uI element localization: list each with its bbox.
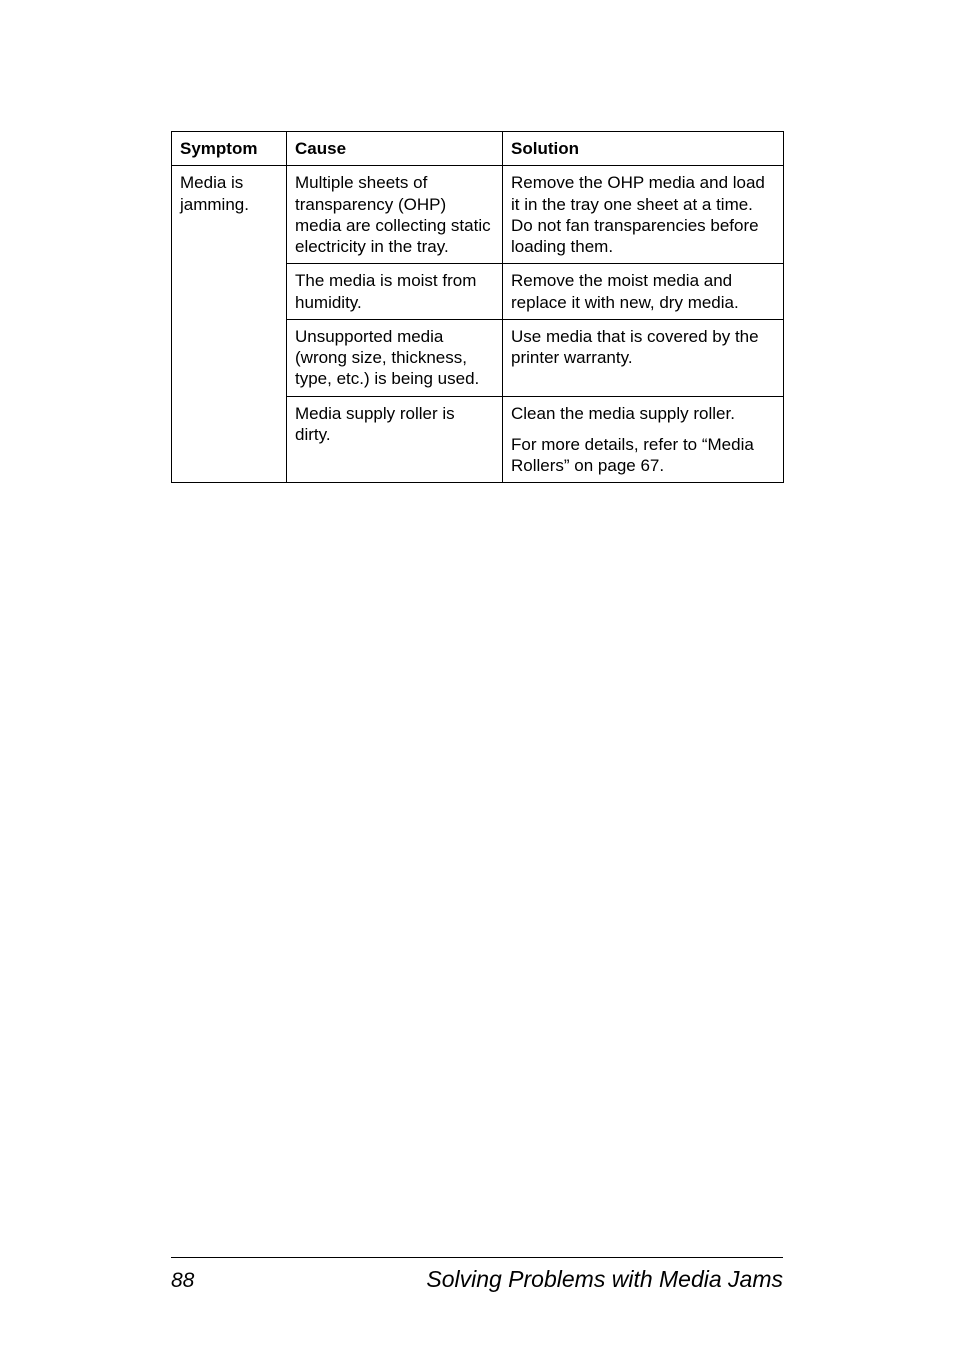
spacer: [511, 424, 775, 434]
table-header-row: Symptom Cause Solution: [172, 132, 784, 166]
col-header-cause: Cause: [287, 132, 503, 166]
cell-cause: The media is moist from humidity.: [287, 264, 503, 320]
cell-symptom: Media is jamming.: [172, 166, 287, 483]
table-row: Media is jamming. Multiple sheets of tra…: [172, 166, 784, 264]
page: Symptom Cause Solution Media is jamming.…: [0, 0, 954, 1351]
cell-cause: Multiple sheets of transparency (OHP) me…: [287, 166, 503, 264]
solution-line: For more details, refer to “Media Roller…: [511, 434, 775, 477]
cell-solution: Remove the OHP media and load it in the …: [503, 166, 784, 264]
cell-cause: Media supply roller is dirty.: [287, 396, 503, 483]
page-number: 88: [171, 1269, 194, 1293]
solution-line: Clean the media supply roller.: [511, 403, 775, 424]
cell-cause: Unsupported media (wrong size, thickness…: [287, 319, 503, 396]
cell-solution: Remove the moist media and replace it wi…: [503, 264, 784, 320]
troubleshoot-table: Symptom Cause Solution Media is jamming.…: [171, 131, 784, 483]
cell-solution: Use media that is covered by the printer…: [503, 319, 784, 396]
page-footer: 88 Solving Problems with Media Jams: [171, 1257, 783, 1293]
col-header-symptom: Symptom: [172, 132, 287, 166]
section-title: Solving Problems with Media Jams: [426, 1266, 783, 1293]
col-header-solution: Solution: [503, 132, 784, 166]
cell-solution: Clean the media supply roller. For more …: [503, 396, 784, 483]
